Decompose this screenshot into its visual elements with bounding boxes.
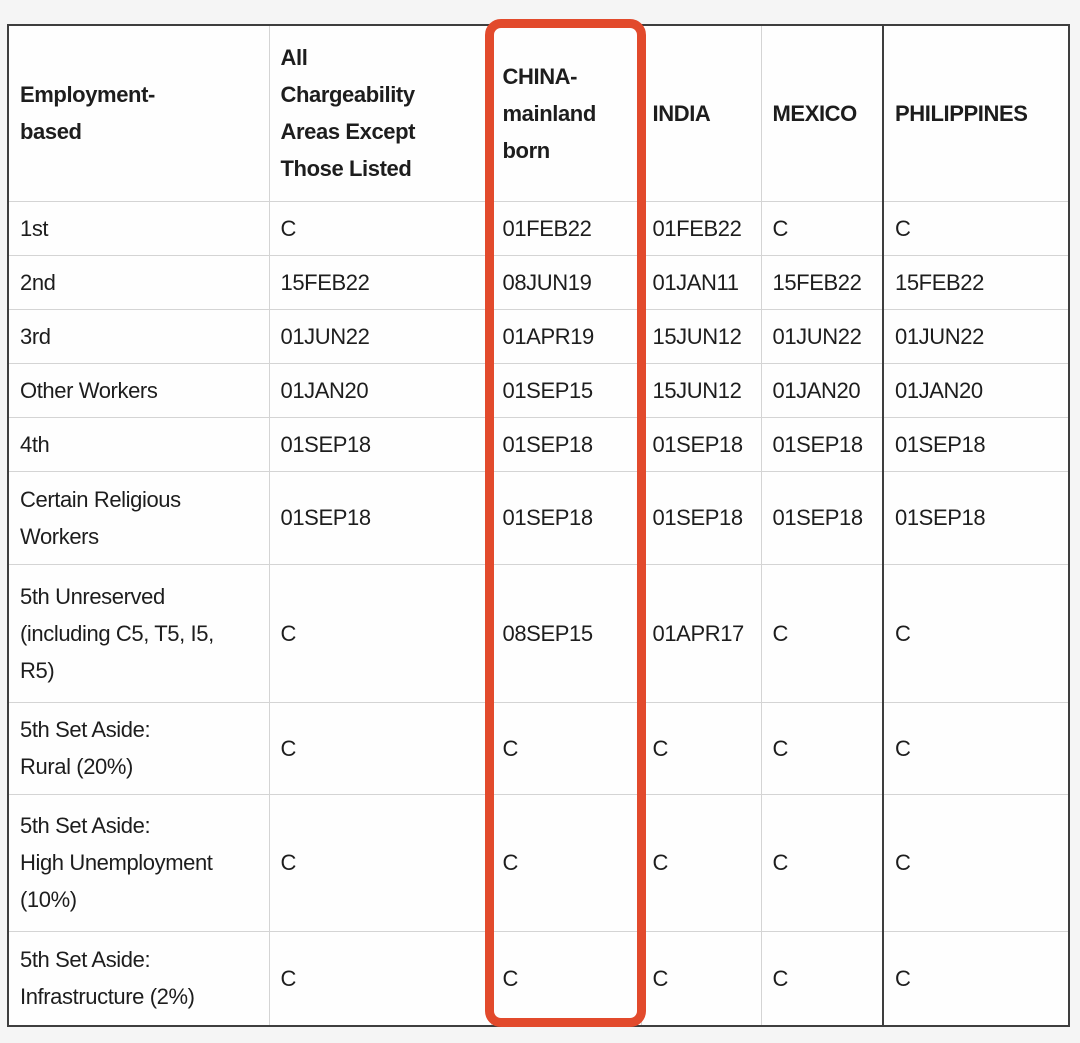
row-label: 1st (7, 200, 270, 256)
row-label: 5th Unreserved (including C5, T5, I5, R5… (7, 563, 270, 703)
table-cell: C (490, 701, 642, 795)
table-cell: 01JAN11 (640, 254, 762, 310)
table-cell: C (268, 793, 492, 932)
row-label: Other Workers (7, 362, 270, 418)
row-label: 3rd (7, 308, 270, 364)
table-cell: C (882, 930, 1070, 1027)
table-cell: C (882, 200, 1070, 256)
table-cell: 01JUN22 (760, 308, 884, 364)
table-cell: C (760, 793, 884, 932)
table-cell: 01JAN20 (268, 362, 492, 418)
table-cell: C (490, 930, 642, 1027)
table-cell: C (882, 563, 1070, 703)
table-cell: C (640, 701, 762, 795)
column-header-all-areas: All Chargeability Areas Except Those Lis… (268, 24, 492, 202)
table-cell: C (268, 200, 492, 256)
table-cell: 01SEP18 (268, 470, 492, 565)
table-row: 5th Set Aside: High Unemployment (10%) C… (7, 793, 1070, 932)
table-cell: 15FEB22 (882, 254, 1070, 310)
table-header-row: Employment- based All Chargeability Area… (7, 24, 1070, 202)
table-cell: C (640, 930, 762, 1027)
row-label: 5th Set Aside: Infrastructure (2%) (7, 930, 270, 1027)
table-cell: 01SEP18 (760, 416, 884, 472)
column-header-india: INDIA (640, 24, 762, 202)
table-cell: 01FEB22 (640, 200, 762, 256)
table-cell: C (760, 563, 884, 703)
table-cell: 01APR19 (490, 308, 642, 364)
table-row: 5th Set Aside: Rural (20%) C C C C C (7, 701, 1070, 795)
table-cell: C (882, 701, 1070, 795)
table-cell: 15JUN12 (640, 308, 762, 364)
table-row: 5th Set Aside: Infrastructure (2%) C C C… (7, 930, 1070, 1027)
table-cell: 01SEP18 (268, 416, 492, 472)
table-cell: 15FEB22 (268, 254, 492, 310)
table-row: 5th Unreserved (including C5, T5, I5, R5… (7, 563, 1070, 703)
table-cell: C (760, 701, 884, 795)
column-header-mexico: MEXICO (760, 24, 884, 202)
row-label: 5th Set Aside: Rural (20%) (7, 701, 270, 795)
table-cell: C (490, 793, 642, 932)
table-cell: 01SEP18 (760, 470, 884, 565)
table-cell: C (760, 930, 884, 1027)
table-cell: 01JUN22 (268, 308, 492, 364)
table-cell: 01SEP18 (490, 416, 642, 472)
table-row: 3rd 01JUN22 01APR19 15JUN12 01JUN22 01JU… (7, 308, 1070, 364)
table-cell: 01SEP18 (882, 416, 1070, 472)
visa-bulletin-table: Employment- based All Chargeability Area… (7, 24, 1070, 1027)
table-cell: 01FEB22 (490, 200, 642, 256)
table-cell: C (640, 793, 762, 932)
column-header-china: CHINA- mainland born (490, 24, 642, 202)
table-cell: C (268, 701, 492, 795)
table-cell: 01SEP18 (882, 470, 1070, 565)
table-row: 2nd 15FEB22 08JUN19 01JAN11 15FEB22 15FE… (7, 254, 1070, 310)
table-row: Other Workers 01JAN20 01SEP15 15JUN12 01… (7, 362, 1070, 418)
row-label: 4th (7, 416, 270, 472)
table-cell: C (268, 563, 492, 703)
row-label: 5th Set Aside: High Unemployment (10%) (7, 793, 270, 932)
table-cell: 08SEP15 (490, 563, 642, 703)
table-cell: 15JUN12 (640, 362, 762, 418)
table-cell: 01JUN22 (882, 308, 1070, 364)
table-cell: 01SEP15 (490, 362, 642, 418)
table-cell: C (882, 793, 1070, 932)
table-cell: 01JAN20 (882, 362, 1070, 418)
table-row: Certain Religious Workers 01SEP18 01SEP1… (7, 470, 1070, 565)
table-cell: 01JAN20 (760, 362, 884, 418)
table-cell: 08JUN19 (490, 254, 642, 310)
column-header-philippines: PHILIPPINES (882, 24, 1070, 202)
table-cell: 01SEP18 (640, 416, 762, 472)
row-label: Certain Religious Workers (7, 470, 270, 565)
table-cell: 01APR17 (640, 563, 762, 703)
table-cell: C (268, 930, 492, 1027)
table-cell: 15FEB22 (760, 254, 884, 310)
table-cell: 01SEP18 (490, 470, 642, 565)
table-cell: C (760, 200, 884, 256)
table-row: 1st C 01FEB22 01FEB22 C C (7, 200, 1070, 256)
table-cell: 01SEP18 (640, 470, 762, 565)
table-row: 4th 01SEP18 01SEP18 01SEP18 01SEP18 01SE… (7, 416, 1070, 472)
column-header-employment-based: Employment- based (7, 24, 270, 202)
row-label: 2nd (7, 254, 270, 310)
